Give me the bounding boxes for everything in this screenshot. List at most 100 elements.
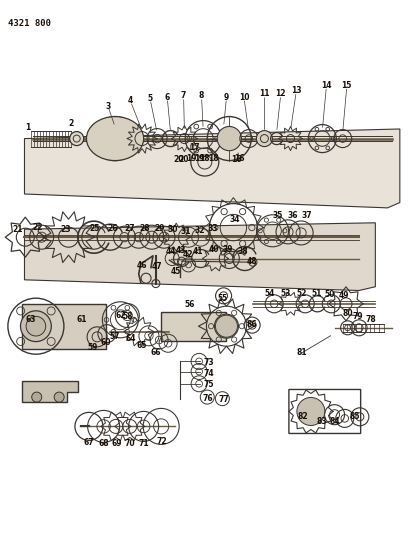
- Text: 26: 26: [107, 224, 118, 232]
- Text: 11: 11: [259, 90, 270, 98]
- Text: 18: 18: [200, 155, 210, 163]
- Text: 34: 34: [229, 215, 240, 224]
- Text: 77: 77: [218, 395, 229, 404]
- Text: 31: 31: [180, 228, 191, 236]
- Text: 19: 19: [194, 155, 204, 163]
- Text: 67: 67: [84, 438, 94, 447]
- Text: 36: 36: [288, 211, 298, 220]
- Circle shape: [32, 392, 42, 402]
- Text: 59: 59: [88, 343, 98, 352]
- Text: 8: 8: [199, 92, 204, 100]
- Text: 2: 2: [69, 119, 74, 128]
- Text: 20: 20: [178, 156, 188, 164]
- Text: 53: 53: [280, 289, 291, 297]
- Text: 39: 39: [222, 245, 233, 254]
- Text: 63: 63: [26, 316, 36, 324]
- Text: 75: 75: [204, 381, 215, 389]
- Text: 5: 5: [148, 94, 153, 102]
- Text: 28: 28: [140, 224, 150, 232]
- Text: 64: 64: [125, 335, 136, 343]
- Text: 6: 6: [165, 93, 170, 101]
- Circle shape: [256, 131, 273, 147]
- Text: 33: 33: [208, 224, 218, 232]
- Text: 42: 42: [182, 251, 193, 259]
- Text: 35: 35: [272, 211, 283, 220]
- Text: 83: 83: [316, 417, 327, 425]
- Text: 85: 85: [350, 413, 360, 421]
- Text: 72: 72: [156, 437, 167, 446]
- Text: 68: 68: [98, 439, 109, 448]
- Text: 16: 16: [235, 155, 245, 163]
- Circle shape: [26, 317, 46, 336]
- Text: 80: 80: [342, 309, 353, 318]
- Text: 51: 51: [311, 289, 322, 297]
- Text: 4321 800: 4321 800: [8, 19, 51, 28]
- Polygon shape: [24, 223, 375, 290]
- Text: 1: 1: [25, 124, 31, 132]
- Text: 52: 52: [297, 289, 307, 297]
- Circle shape: [215, 314, 238, 338]
- Text: 38: 38: [237, 247, 248, 256]
- FancyBboxPatch shape: [161, 312, 226, 341]
- Text: 84: 84: [329, 417, 340, 425]
- Text: 15: 15: [341, 81, 352, 90]
- Text: 18: 18: [208, 155, 219, 163]
- Text: 9: 9: [224, 93, 229, 101]
- Text: 21: 21: [12, 225, 22, 233]
- Text: 56: 56: [184, 301, 195, 309]
- Text: 19: 19: [186, 155, 197, 163]
- Text: 58: 58: [122, 312, 133, 321]
- Text: 73: 73: [204, 358, 215, 367]
- Text: 40: 40: [208, 245, 219, 254]
- Text: 43: 43: [175, 246, 186, 255]
- Text: 82: 82: [297, 413, 308, 421]
- Circle shape: [70, 132, 84, 146]
- Text: 17: 17: [189, 143, 200, 151]
- Text: 48: 48: [247, 257, 257, 265]
- Text: 66: 66: [151, 349, 161, 357]
- Text: 4: 4: [128, 96, 133, 104]
- Circle shape: [297, 398, 325, 425]
- Text: 13: 13: [291, 86, 302, 95]
- Text: 54: 54: [264, 289, 275, 297]
- Circle shape: [217, 126, 242, 151]
- Polygon shape: [24, 129, 400, 208]
- Text: 79: 79: [353, 312, 364, 321]
- Text: 81: 81: [297, 349, 307, 357]
- Text: 61: 61: [76, 316, 87, 324]
- Text: 60: 60: [101, 338, 111, 346]
- FancyBboxPatch shape: [22, 304, 106, 349]
- Text: 23: 23: [61, 225, 71, 233]
- Text: 14: 14: [321, 81, 332, 90]
- Text: 69: 69: [111, 439, 122, 448]
- Circle shape: [54, 392, 64, 402]
- Text: 86: 86: [247, 320, 257, 328]
- Text: 10: 10: [239, 93, 249, 101]
- Text: 62: 62: [115, 311, 126, 320]
- Text: 27: 27: [124, 224, 135, 232]
- Text: 44: 44: [166, 247, 177, 256]
- Text: 70: 70: [124, 439, 135, 448]
- Text: 57: 57: [109, 333, 120, 341]
- Text: 55: 55: [217, 294, 228, 303]
- Text: 50: 50: [324, 290, 335, 298]
- Text: 3: 3: [106, 102, 111, 111]
- Text: 76: 76: [203, 394, 213, 403]
- Text: 25: 25: [89, 224, 100, 232]
- Text: 22: 22: [32, 223, 43, 232]
- Text: 46: 46: [137, 261, 147, 270]
- Text: 47: 47: [152, 262, 162, 271]
- Text: 37: 37: [302, 211, 312, 220]
- Text: 71: 71: [138, 439, 149, 448]
- Text: 45: 45: [171, 268, 182, 276]
- Text: 78: 78: [365, 316, 376, 324]
- Text: 12: 12: [275, 90, 286, 98]
- Text: 32: 32: [195, 226, 205, 235]
- Text: 49: 49: [338, 291, 349, 300]
- Circle shape: [20, 311, 51, 342]
- Polygon shape: [22, 381, 78, 402]
- Text: 41: 41: [192, 247, 203, 256]
- Text: 7: 7: [181, 92, 186, 100]
- Ellipse shape: [86, 117, 144, 160]
- Text: 20: 20: [173, 156, 184, 164]
